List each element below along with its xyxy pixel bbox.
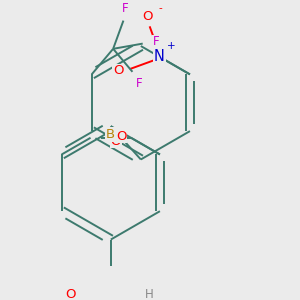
Text: O: O bbox=[143, 10, 153, 23]
Text: -: - bbox=[159, 3, 162, 13]
Text: F: F bbox=[136, 77, 142, 90]
Text: O: O bbox=[116, 130, 126, 142]
Text: F: F bbox=[153, 35, 159, 48]
Text: O: O bbox=[113, 64, 123, 77]
Text: Br: Br bbox=[106, 128, 120, 141]
Text: H: H bbox=[145, 288, 154, 300]
Text: +: + bbox=[167, 41, 176, 51]
Text: N: N bbox=[154, 49, 165, 64]
Text: O: O bbox=[65, 288, 76, 300]
Text: F: F bbox=[122, 2, 128, 15]
Text: O: O bbox=[110, 135, 121, 148]
